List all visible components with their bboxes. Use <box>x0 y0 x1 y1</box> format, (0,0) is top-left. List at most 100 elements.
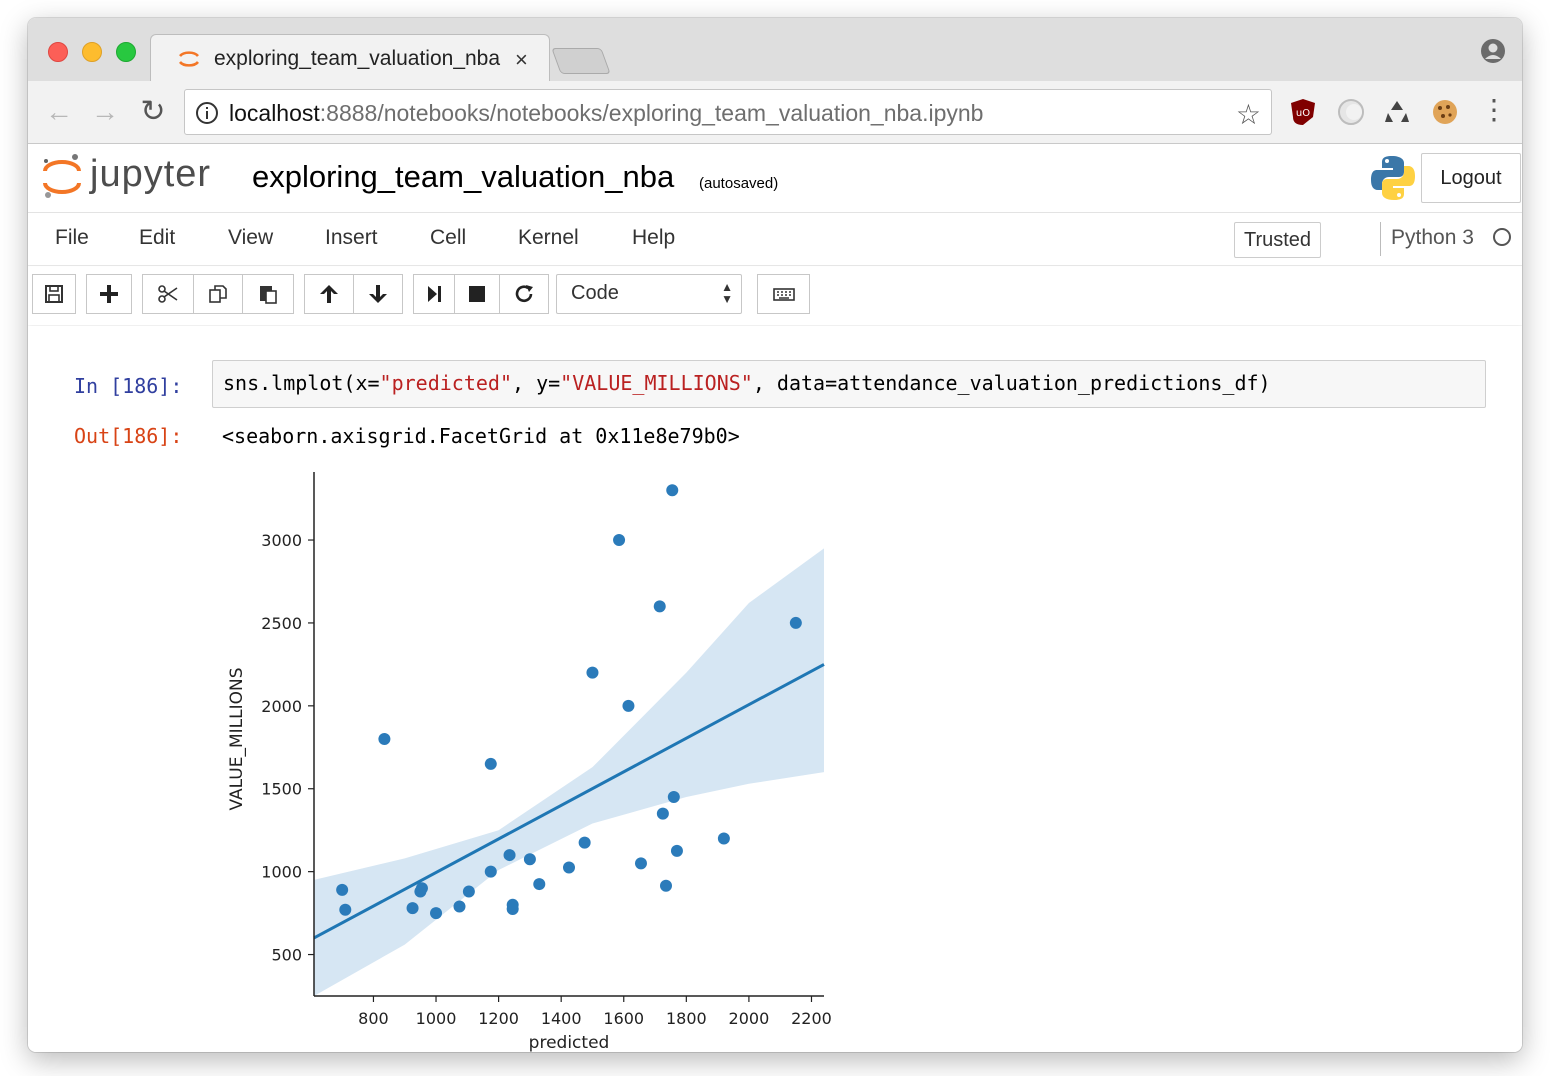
forward-arrow-icon[interactable]: → <box>91 96 119 127</box>
kernel-name: Python 3 <box>1391 226 1474 249</box>
data-point <box>586 666 599 679</box>
data-point <box>656 807 669 820</box>
menu-file[interactable]: File <box>55 226 89 249</box>
cookie-extension-icon[interactable] <box>1430 97 1460 127</box>
save-button[interactable] <box>32 274 76 314</box>
x-tick-label: 2000 <box>729 1009 770 1028</box>
maximize-window-button[interactable] <box>116 42 136 62</box>
notebook-name[interactable]: exploring_team_valuation_nba <box>252 159 675 194</box>
data-point <box>453 900 466 913</box>
data-point <box>789 616 802 629</box>
data-point <box>666 484 679 497</box>
y-tick-label: 3000 <box>261 531 302 550</box>
profile-icon[interactable] <box>1480 38 1506 64</box>
cut-button[interactable] <box>142 274 194 314</box>
browser-toolbar: ← → ↻ localhost:8888/notebooks/notebooks… <box>28 81 1522 144</box>
notebook-toolbar: Code ▲ ▼ <box>28 267 1522 325</box>
x-tick-label: 1400 <box>541 1009 582 1028</box>
python-logo-icon <box>1371 156 1415 200</box>
step-forward-icon <box>428 286 441 302</box>
select-arrows-icon: ▲ ▼ <box>721 280 733 306</box>
svg-text:uO: uO <box>1296 108 1310 119</box>
jupyter-logo-icon[interactable] <box>42 153 82 201</box>
url-text: localhost:8888/notebooks/notebooks/explo… <box>229 100 984 126</box>
new-tab-button[interactable] <box>551 48 611 74</box>
stop-icon <box>469 286 485 302</box>
restart-kernel-button[interactable] <box>499 274 549 314</box>
data-point <box>653 600 666 613</box>
x-tick-label: 2200 <box>791 1009 832 1028</box>
kernel-separator <box>1380 222 1381 256</box>
y-axis-label: VALUE_MILLIONS <box>227 667 247 810</box>
extension-icon[interactable] <box>1336 97 1366 127</box>
info-icon[interactable] <box>195 101 219 125</box>
restart-icon <box>515 285 533 303</box>
output-prompt: Out[186]: <box>74 424 183 448</box>
data-point <box>503 849 516 862</box>
tab-close-icon[interactable]: × <box>515 47 528 72</box>
notebook-menubar: File Edit View Insert Cell Kernel Help T… <box>28 214 1522 266</box>
data-point <box>430 907 443 920</box>
interrupt-kernel-button[interactable] <box>454 274 500 314</box>
save-icon <box>45 285 63 303</box>
data-point <box>336 883 349 896</box>
data-point <box>533 878 546 891</box>
trusted-badge[interactable]: Trusted <box>1234 222 1321 258</box>
x-tick-label: 1800 <box>666 1009 707 1028</box>
move-down-button[interactable] <box>353 274 403 314</box>
data-point <box>622 699 635 712</box>
command-palette-button[interactable] <box>757 274 810 314</box>
x-tick-label: 1000 <box>416 1009 457 1028</box>
tab-notebook[interactable]: exploring_team_valuation_nba × <box>150 34 550 82</box>
paste-button[interactable] <box>242 274 294 314</box>
jupyter-wordmark: jupyter <box>90 153 212 195</box>
data-point <box>670 844 683 857</box>
data-point <box>523 853 536 866</box>
reload-icon[interactable]: ↻ <box>140 95 166 128</box>
menu-insert[interactable]: Insert <box>325 226 378 249</box>
data-point <box>578 836 591 849</box>
notebook-container: In [186]: sns.lmplot(x="predicted", y="V… <box>28 326 1522 1052</box>
menu-view[interactable]: View <box>228 226 274 249</box>
logout-button[interactable]: Logout <box>1421 153 1521 203</box>
data-point <box>462 885 475 898</box>
minimize-window-button[interactable] <box>82 42 102 62</box>
menu-help[interactable]: Help <box>632 226 676 249</box>
data-point <box>484 757 497 770</box>
x-tick-label: 1600 <box>603 1009 644 1028</box>
title-bar: exploring_team_valuation_nba × <box>28 18 1522 82</box>
insert-cell-button[interactable] <box>86 274 132 314</box>
data-point <box>634 857 647 870</box>
bookmark-star-icon[interactable]: ☆ <box>1235 99 1261 130</box>
data-point <box>717 832 730 845</box>
menu-edit[interactable]: Edit <box>139 226 176 249</box>
keyboard-icon <box>772 288 795 301</box>
menu-kernel[interactable]: Kernel <box>518 226 579 249</box>
move-up-button[interactable] <box>304 274 354 314</box>
copy-icon <box>209 285 227 303</box>
scissors-icon <box>158 285 178 303</box>
browser-menu-icon[interactable]: ⋮ <box>1480 94 1508 125</box>
back-arrow-icon[interactable]: ← <box>45 96 73 127</box>
cell-type-value: Code <box>571 282 619 304</box>
ublock-extension-icon[interactable]: uO <box>1288 97 1318 127</box>
menu-cell[interactable]: Cell <box>430 226 467 249</box>
close-window-button[interactable] <box>48 42 68 62</box>
x-tick-label: 1200 <box>478 1009 519 1028</box>
cell-type-select[interactable]: Code ▲ ▼ <box>556 274 742 314</box>
kernel-idle-indicator-icon <box>1493 228 1511 246</box>
y-tick-label: 2500 <box>261 614 302 633</box>
address-bar[interactable]: localhost:8888/notebooks/notebooks/explo… <box>184 89 1272 135</box>
paste-icon <box>260 286 277 304</box>
output-text: <seaborn.axisgrid.FacetGrid at 0x11e8e79… <box>222 424 740 448</box>
copy-button[interactable] <box>193 274 243 314</box>
regression-line <box>313 663 825 940</box>
data-point <box>378 733 391 745</box>
run-cell-button[interactable] <box>413 274 455 314</box>
x-axis-label: predicted <box>529 1033 610 1052</box>
data-point <box>506 902 519 915</box>
y-tick-label: 1000 <box>261 863 302 882</box>
code-cell-input[interactable]: sns.lmplot(x="predicted", y="VALUE_MILLI… <box>212 360 1486 408</box>
recycle-extension-icon[interactable] <box>1382 97 1412 127</box>
y-tick-label: 500 <box>271 946 302 965</box>
